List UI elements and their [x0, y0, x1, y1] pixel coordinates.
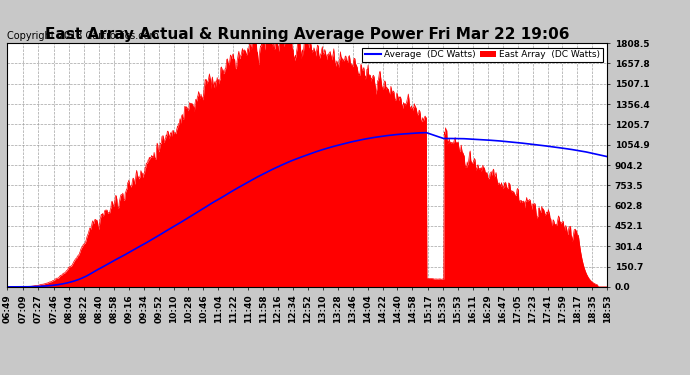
Legend: Average  (DC Watts), East Array  (DC Watts): Average (DC Watts), East Array (DC Watts…: [362, 48, 602, 62]
Title: East Array Actual & Running Average Power Fri Mar 22 19:06: East Array Actual & Running Average Powe…: [45, 27, 569, 42]
Text: Copyright 2013 Cartronics.com: Copyright 2013 Cartronics.com: [7, 32, 159, 41]
